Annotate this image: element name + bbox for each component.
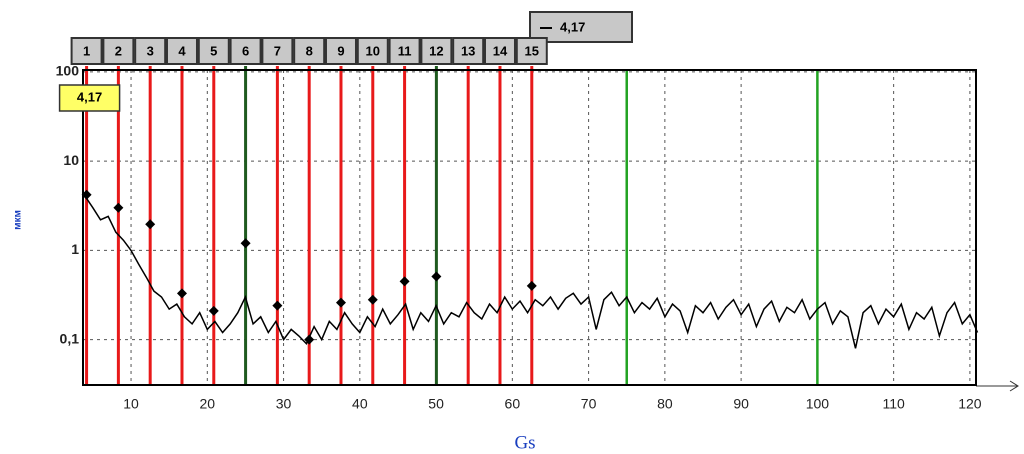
harmonic-peak xyxy=(367,294,378,305)
harmonic-peak xyxy=(399,276,410,287)
y-tick-label: 0,1 xyxy=(60,330,80,346)
y-tick-label: 100 xyxy=(56,63,80,79)
x-tick-label: 90 xyxy=(733,396,749,412)
y-tick-label: 10 xyxy=(63,152,79,168)
harmonic-tag xyxy=(388,37,421,65)
harmonic-tag-label: 2 xyxy=(115,43,122,58)
plot-frame xyxy=(82,69,977,386)
harmonic-tag xyxy=(134,37,167,65)
x-tick-label: 30 xyxy=(276,396,292,412)
harmonic-tag-label: 6 xyxy=(242,43,249,58)
harmonic-tag xyxy=(420,37,453,65)
harmonic-peak xyxy=(81,189,92,200)
harmonic-tag xyxy=(483,37,516,65)
harmonic-tag xyxy=(356,37,389,65)
harmonic-tag-label: 3 xyxy=(147,43,154,58)
harmonic-tag xyxy=(70,37,103,65)
y-tick-label: 1 xyxy=(71,241,79,257)
harmonic-tag-label: 9 xyxy=(337,43,344,58)
x-axis-label: Gs xyxy=(514,432,535,453)
y-axis-label: мкм xyxy=(13,210,24,230)
harmonic-peak xyxy=(272,300,283,311)
harmonic-peak xyxy=(526,280,537,291)
harmonic-tag xyxy=(165,37,198,65)
cursor-value-label: 4,17 xyxy=(77,89,102,104)
harmonic-tag xyxy=(293,37,326,65)
harmonic-tag-label: 8 xyxy=(306,43,313,58)
harmonic-peak xyxy=(176,288,187,299)
harmonic-tag xyxy=(229,37,262,65)
harmonic-tag-label: 7 xyxy=(274,43,281,58)
x-tick-label: 10 xyxy=(123,396,139,412)
x-tick-label: 40 xyxy=(352,396,368,412)
harmonic-tag-label: 1 xyxy=(83,43,90,58)
harmonic-tag xyxy=(102,37,135,65)
harmonic-peak xyxy=(208,305,219,316)
harmonic-tag-label: 11 xyxy=(398,43,412,58)
harmonic-tag-label: 13 xyxy=(461,43,475,58)
x-tick-label: 20 xyxy=(200,396,216,412)
harmonic-tag-label: 12 xyxy=(429,43,443,58)
x-tick-label: 110 xyxy=(882,396,905,412)
harmonic-peak xyxy=(113,202,124,213)
harmonic-tag xyxy=(515,37,548,65)
harmonic-tag-label: 5 xyxy=(210,43,217,58)
x-tick-label: 80 xyxy=(657,396,673,412)
harmonic-tag xyxy=(452,37,485,65)
x-tick-label: 70 xyxy=(581,396,597,412)
harmonic-tag xyxy=(261,37,294,65)
x-tick-label: 60 xyxy=(505,396,521,412)
harmonic-peak xyxy=(145,219,156,230)
x-tick-label: 120 xyxy=(958,396,982,412)
harmonic-tag-label: 10 xyxy=(366,43,380,58)
harmonic-peak xyxy=(304,334,315,345)
axis-arrow-head xyxy=(1009,380,1019,392)
harmonic-peak xyxy=(335,297,346,308)
harmonic-peak xyxy=(240,238,251,249)
x-tick-label: 100 xyxy=(806,396,830,412)
x-tick-label: 50 xyxy=(428,396,444,412)
harmonic-tag xyxy=(197,37,230,65)
harmonic-tag-label: 14 xyxy=(493,43,508,58)
harmonic-tag-label: 4 xyxy=(178,43,186,58)
spectrum-line xyxy=(84,196,979,349)
harmonic-tag xyxy=(324,37,357,65)
harmonic-peak xyxy=(431,271,442,282)
harmonic-tag-label: 15 xyxy=(525,43,539,58)
cursor-value-box xyxy=(58,84,121,112)
cursor-value: 4,17 xyxy=(560,19,585,34)
plot-area xyxy=(83,70,976,385)
